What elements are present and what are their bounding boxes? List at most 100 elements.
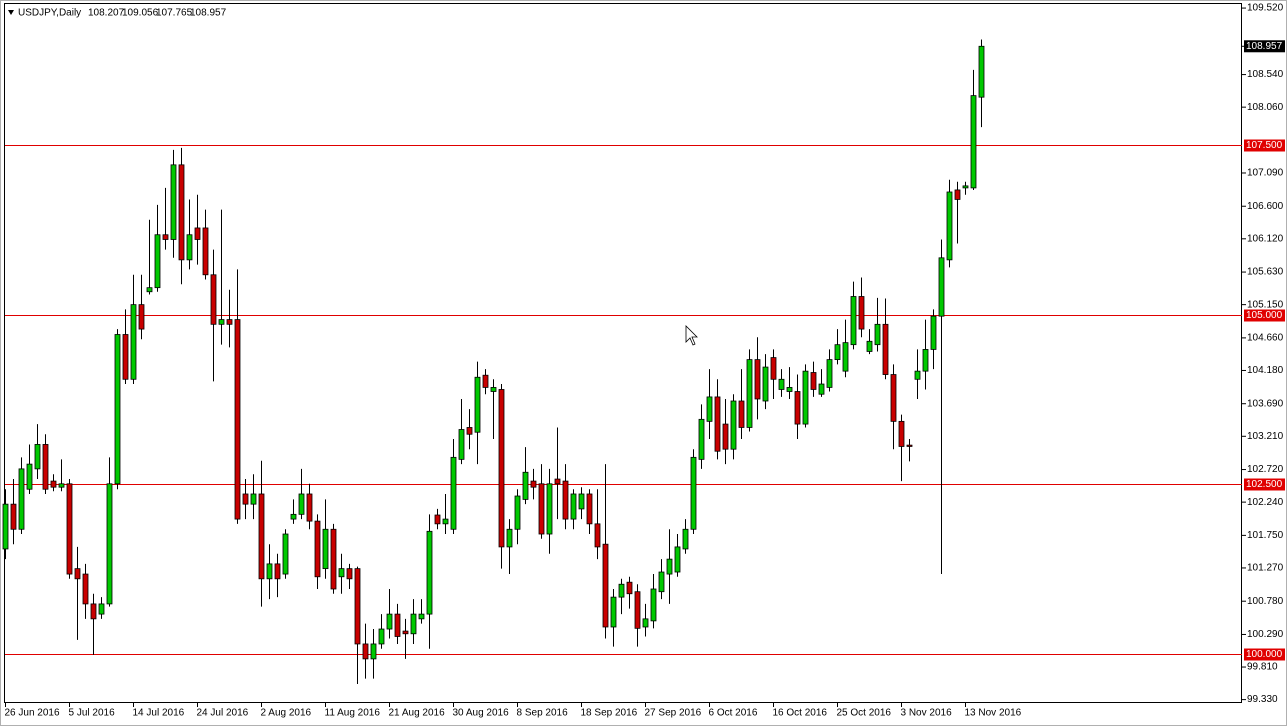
candle-body	[954, 189, 961, 200]
candle-body	[722, 423, 729, 450]
candle-body	[778, 378, 785, 390]
candle-body	[554, 478, 561, 485]
candle-body	[962, 185, 969, 189]
candle-body	[698, 418, 705, 460]
candle-body	[58, 483, 65, 488]
candle-body	[82, 573, 89, 605]
x-tick-label: 30 Aug 2016	[453, 708, 510, 719]
candle-body	[130, 304, 137, 380]
menu-arrow[interactable]	[8, 10, 14, 15]
x-tick-label: 18 Sep 2016	[581, 708, 638, 719]
y-tick-label: 104.180	[1247, 365, 1284, 376]
candle-body	[866, 340, 873, 352]
candle-body	[282, 533, 289, 575]
candle-body	[178, 164, 185, 261]
candle-body	[226, 319, 233, 325]
header-close: 108.957	[190, 8, 227, 19]
candle-body	[170, 164, 177, 240]
level-label-box	[1244, 139, 1285, 152]
candle-body	[602, 543, 609, 628]
candle-body	[474, 376, 481, 433]
level-label: 107.500	[1246, 140, 1283, 151]
candle-body	[826, 359, 833, 388]
candle-body	[682, 528, 689, 550]
plot-frame	[4, 3, 1242, 703]
y-tick-label: 103.690	[1247, 398, 1284, 409]
candle-body	[810, 372, 817, 390]
y-tick-label: 101.750	[1247, 530, 1284, 541]
candle-body	[746, 359, 753, 428]
candle-body	[626, 581, 633, 595]
x-tick-label: 24 Jul 2016	[197, 708, 249, 719]
x-tick-label: 27 Sep 2016	[645, 708, 702, 719]
candle-body	[914, 370, 921, 380]
header-open: 108.207	[88, 8, 125, 19]
header-low: 107.765	[156, 8, 193, 19]
candle-body	[234, 319, 241, 520]
candle-body	[578, 493, 585, 510]
y-tick-label: 100.780	[1247, 596, 1284, 607]
candle-body	[386, 613, 393, 630]
candle-body	[250, 493, 257, 505]
y-tick-label: 101.270	[1247, 563, 1284, 574]
x-tick-label: 26 Jun 2016	[5, 708, 60, 719]
candle-body	[346, 568, 353, 580]
candle-body	[586, 493, 593, 525]
candle-body	[402, 630, 409, 635]
candle-body	[330, 528, 337, 590]
candle-body	[274, 563, 281, 580]
candle-body	[258, 493, 265, 580]
candle-body	[202, 227, 209, 276]
candle-body	[66, 483, 73, 575]
level-label: 100.000	[1246, 649, 1283, 660]
level-label-box	[1244, 478, 1285, 491]
header-high: 109.056	[122, 8, 159, 19]
candle-body	[498, 389, 505, 548]
candle-body	[218, 319, 225, 325]
y-tick-label: 105.150	[1247, 299, 1284, 310]
candle-body	[762, 366, 769, 402]
y-tick-label: 109.520	[1247, 3, 1284, 14]
candle-body	[618, 583, 625, 598]
candle-body	[162, 234, 169, 240]
candle-body	[370, 643, 377, 660]
candle-body	[794, 391, 801, 425]
y-tick-label: 106.600	[1247, 201, 1284, 212]
candle-body	[354, 568, 361, 645]
candle-body	[50, 480, 57, 488]
candle-body	[874, 323, 881, 346]
candle-body	[426, 530, 433, 615]
x-tick-label: 14 Jul 2016	[133, 708, 185, 719]
candle-body	[482, 374, 489, 388]
candle-body	[98, 603, 105, 615]
candle-body	[898, 420, 905, 447]
candle-body	[146, 287, 153, 293]
candle-body	[834, 344, 841, 361]
level-label-box	[1244, 309, 1285, 322]
candle-body	[770, 357, 777, 380]
chart-title: USDJPY,Daily	[18, 8, 81, 19]
candle-body	[442, 518, 449, 525]
candle-body	[642, 618, 649, 628]
candle-body	[2, 503, 9, 550]
candle-body	[754, 359, 761, 400]
candle-body	[290, 513, 297, 520]
candle-body	[34, 444, 41, 470]
x-tick-label: 25 Oct 2016	[837, 708, 892, 719]
candle-body	[714, 396, 721, 452]
y-tick-label: 99.810	[1247, 662, 1278, 673]
candle-body	[210, 274, 217, 325]
candle-body	[658, 571, 665, 593]
y-tick-label: 102.720	[1247, 464, 1284, 475]
candle-body	[506, 528, 513, 548]
candle-body	[18, 468, 25, 530]
y-tick-label: 100.290	[1247, 629, 1284, 640]
candle-body	[690, 456, 697, 530]
x-tick-label: 3 Nov 2016	[901, 708, 953, 719]
candle-body	[322, 528, 329, 570]
candle-body	[450, 456, 457, 530]
level-label: 102.500	[1246, 479, 1283, 490]
candle-body	[930, 315, 937, 350]
candle-body	[42, 444, 49, 490]
